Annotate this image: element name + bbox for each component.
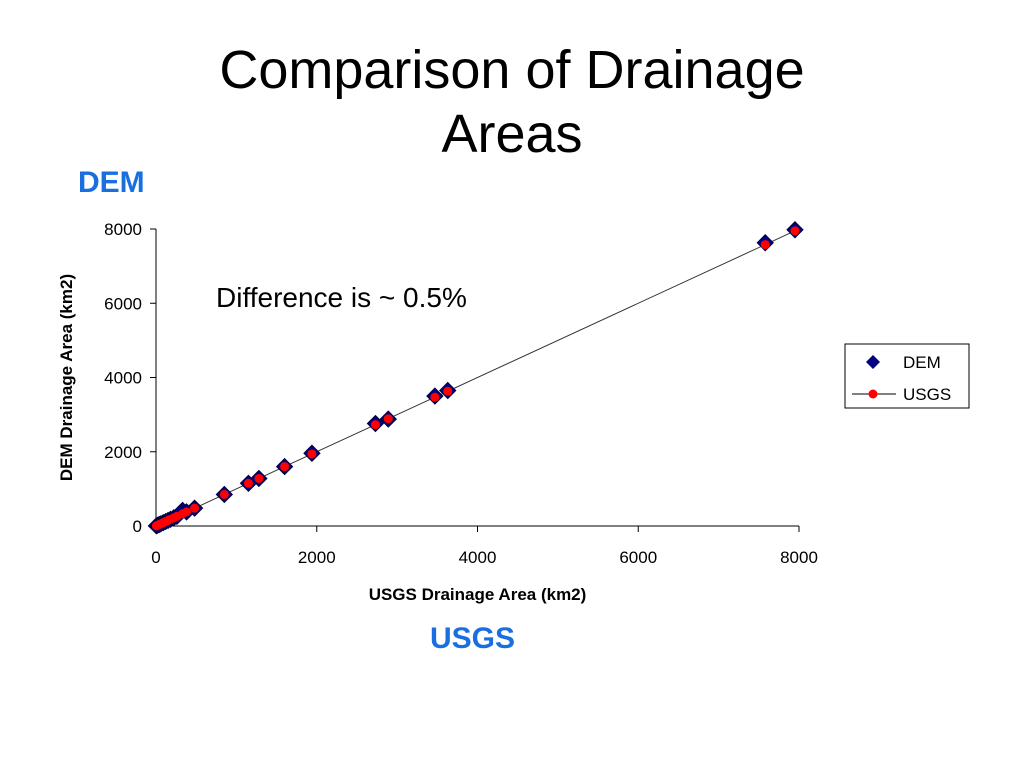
legend-dem-marker <box>866 355 880 369</box>
legend-box <box>844 343 970 409</box>
usgs-point <box>182 507 192 517</box>
usgs-point <box>430 392 440 402</box>
y-tick-label: 6000 <box>104 294 142 313</box>
slide-title: Comparison of Drainage Areas <box>0 38 1024 166</box>
usgs-point <box>383 414 393 424</box>
usgs-point <box>307 449 317 459</box>
y-tick-label: 8000 <box>104 220 142 239</box>
legend-usgs-marker <box>868 389 878 399</box>
x-axis-title: USGS Drainage Area (km2) <box>369 585 587 604</box>
x-tick-label: 6000 <box>619 548 657 567</box>
usgs-point <box>280 462 290 472</box>
usgs-point <box>443 386 453 396</box>
usgs-point <box>219 489 229 499</box>
dem-axis-caption: DEM <box>78 166 145 199</box>
y-axis-title: DEM Drainage Area (km2) <box>57 274 76 481</box>
slide-title-line-2: Areas <box>441 104 583 164</box>
usgs-point <box>790 226 800 236</box>
x-tick-label: 0 <box>151 548 160 567</box>
y-tick-label: 0 <box>133 517 142 536</box>
usgs-point <box>254 473 264 483</box>
usgs-point <box>760 240 770 250</box>
x-tick-label: 2000 <box>298 548 336 567</box>
legend-usgs-label: USGS <box>903 385 951 404</box>
y-tick-label: 4000 <box>104 369 142 388</box>
chart-legend: DEM USGS <box>844 343 970 409</box>
difference-annotation: Difference is ~ 0.5% <box>216 282 467 313</box>
usgs-point <box>370 420 380 430</box>
legend-dem-label: DEM <box>903 353 941 372</box>
usgs-point <box>190 503 200 513</box>
x-tick-label: 8000 <box>780 548 818 567</box>
y-tick-label: 2000 <box>104 443 142 462</box>
usgs-axis-caption: USGS <box>430 622 516 655</box>
x-tick-label: 4000 <box>459 548 497 567</box>
usgs-point <box>243 478 253 488</box>
slide-title-line-1: Comparison of Drainage <box>219 40 805 100</box>
